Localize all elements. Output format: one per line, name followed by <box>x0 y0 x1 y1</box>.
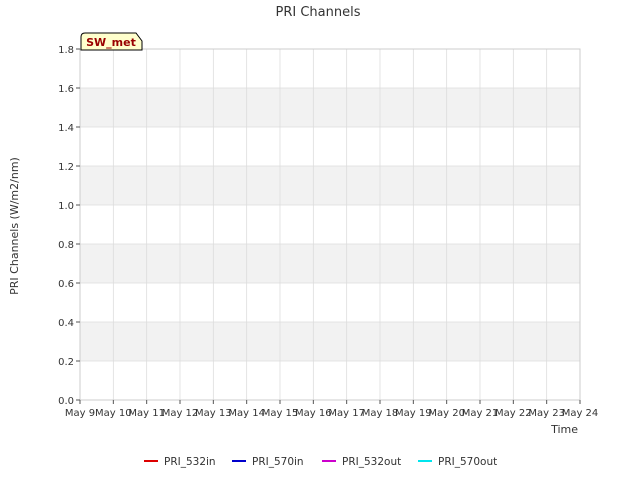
x-tick-label: May 19 <box>395 408 432 419</box>
y-tick-label: 1.8 <box>58 45 74 56</box>
x-axis-label: Time <box>550 423 578 436</box>
background-band <box>80 166 580 205</box>
y-tick-label: 0.4 <box>58 318 74 329</box>
y-tick-label: 1.6 <box>58 84 74 95</box>
y-tick-label: 1.4 <box>58 123 74 134</box>
y-tick-label: 1.2 <box>58 162 74 173</box>
grid-lines <box>79 48 581 401</box>
legend-label: PRI_570in <box>252 456 304 468</box>
x-tick-label: May 14 <box>228 408 265 419</box>
x-tick-label: May 23 <box>528 408 565 419</box>
badge-label: SW_met <box>86 36 136 49</box>
x-tick-label: May 18 <box>362 408 399 419</box>
plot-frame <box>79 48 581 401</box>
x-tick-label: May 20 <box>428 408 465 419</box>
x-tick-label: May 15 <box>262 408 299 419</box>
x-tick-label: May 17 <box>328 408 365 419</box>
y-tick-label: 0.6 <box>58 279 74 290</box>
y-tick-label: 0.2 <box>58 357 74 368</box>
y-axis-ticks: 0.0 0.2 0.4 0.6 0.8 1.0 1.2 1.4 1.6 1.8 <box>58 45 80 407</box>
x-tick-label: May 13 <box>195 408 232 419</box>
background-band <box>80 322 580 361</box>
x-tick-label: May 21 <box>462 408 499 419</box>
chart-title: PRI Channels <box>276 5 361 20</box>
plot-background-bands <box>80 88 580 361</box>
y-tick-label: 0.0 <box>58 396 74 407</box>
background-band <box>80 244 580 283</box>
y-tick-label: 0.8 <box>58 240 74 251</box>
sw-met-badge: SW_met <box>80 32 143 51</box>
y-axis-label: PRI Channels (W/m2/nm) <box>8 157 21 295</box>
legend: PRI_532in PRI_570in PRI_532out PRI_570out <box>144 456 497 468</box>
x-tick-label: May 11 <box>128 408 165 419</box>
background-band <box>80 88 580 127</box>
legend-label: PRI_532out <box>342 456 401 468</box>
x-tick-label: May 24 <box>562 408 599 419</box>
x-tick-label: May 10 <box>95 408 132 419</box>
x-tick-label: May 9 <box>65 408 95 419</box>
x-tick-label: May 22 <box>495 408 532 419</box>
legend-label: PRI_570out <box>438 456 497 468</box>
y-tick-label: 1.0 <box>58 201 74 212</box>
legend-label: PRI_532in <box>164 456 216 468</box>
x-tick-label: May 12 <box>162 408 199 419</box>
x-tick-label: May 16 <box>295 408 332 419</box>
